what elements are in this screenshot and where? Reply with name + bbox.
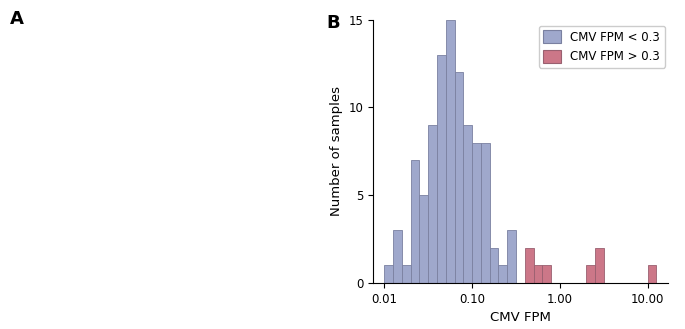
Bar <box>446 20 455 283</box>
Bar <box>499 266 507 283</box>
Bar <box>490 248 499 283</box>
Bar <box>525 248 534 283</box>
Bar <box>481 142 490 283</box>
Y-axis label: Number of samples: Number of samples <box>330 86 343 216</box>
Text: B: B <box>326 14 340 33</box>
Bar <box>463 125 472 283</box>
Bar <box>534 266 543 283</box>
Bar <box>507 230 516 283</box>
Bar <box>647 266 656 283</box>
Bar <box>428 125 437 283</box>
Bar <box>437 55 446 283</box>
Bar <box>419 195 428 283</box>
X-axis label: CMV FPM: CMV FPM <box>490 311 551 324</box>
Bar <box>401 266 411 283</box>
Bar <box>472 142 481 283</box>
Bar <box>543 266 551 283</box>
Bar <box>595 248 603 283</box>
Bar <box>455 72 463 283</box>
Bar <box>586 266 595 283</box>
Text: A: A <box>10 10 24 28</box>
Bar <box>411 160 419 283</box>
Legend: CMV FPM < 0.3, CMV FPM > 0.3: CMV FPM < 0.3, CMV FPM > 0.3 <box>538 26 665 68</box>
Bar <box>384 266 393 283</box>
Bar <box>393 230 401 283</box>
